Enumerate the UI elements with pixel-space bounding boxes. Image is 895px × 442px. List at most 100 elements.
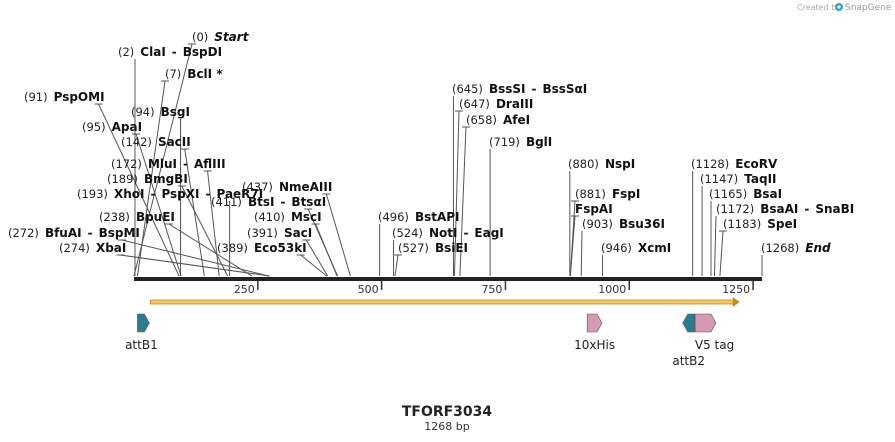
site-position: (193) xyxy=(77,187,108,201)
site-bsgi[interactable]: (94) BsgI xyxy=(131,105,190,119)
enzyme-name: BstAPI xyxy=(415,210,460,224)
site-label-bsssi[interactable]: (645) BssSI - BssSαI xyxy=(452,82,587,96)
site-position: (0) xyxy=(192,30,208,44)
site-label-xcmi[interactable]: (946) XcmI xyxy=(601,241,671,255)
site-label-nmeaiii[interactable]: (437) NmeAIII xyxy=(242,180,332,194)
site-leader-line xyxy=(453,110,460,277)
feature-10xhis[interactable] xyxy=(586,313,603,333)
site-label-xbai[interactable]: (274) XbaI xyxy=(59,241,126,255)
site-bpuei[interactable]: (238) BpuEI xyxy=(99,210,175,224)
site-xhoi[interactable]: (193) XhoI - PspXI - PaeR7I xyxy=(77,187,263,201)
site-apai[interactable]: (95) ApaI xyxy=(82,120,142,134)
enzyme-name: DraIII xyxy=(496,97,533,111)
site-nspi[interactable]: (880) NspI xyxy=(568,157,635,171)
site-label-draiii[interactable]: (647) DraIII xyxy=(459,97,533,111)
site-taqii[interactable]: (1147) TaqII xyxy=(700,172,777,186)
site-start[interactable]: (0) Start xyxy=(192,30,250,44)
site-label-bsgi[interactable]: (94) BsgI xyxy=(131,105,190,119)
feature-attb1[interactable] xyxy=(137,313,150,333)
site-label-eco53ki[interactable]: (389) Eco53kI xyxy=(217,241,307,255)
site-draiii[interactable]: (647) DraIII xyxy=(459,97,533,111)
created-by-text: Created by xyxy=(797,3,841,12)
site-label-bcli[interactable]: (7) BclI * xyxy=(165,67,223,81)
site-eco53ki[interactable]: (389) Eco53kI xyxy=(217,241,307,255)
site-msci[interactable]: (410) MscI xyxy=(254,210,322,224)
site-leader-line xyxy=(569,215,576,277)
site-xcmi[interactable]: (946) XcmI xyxy=(601,241,671,255)
site-bsaai[interactable]: (1172) BsaAI - SnaBI xyxy=(716,202,854,216)
enzyme-name: PaeR7I xyxy=(216,187,263,201)
site-clai[interactable]: (2) ClaI - BspDI xyxy=(118,45,222,59)
site-bfuai[interactable]: (272) BfuAI - BspMI xyxy=(8,226,140,240)
site-saci[interactable]: (391) SacI xyxy=(247,226,312,240)
site-bstapi[interactable]: (496) BstAPI xyxy=(378,210,460,224)
site-ecorv[interactable]: (1128) EcoRV xyxy=(691,157,778,171)
site-label-bsaai[interactable]: (1172) BsaAI - SnaBI xyxy=(716,202,854,216)
site-label-saci[interactable]: (391) SacI xyxy=(247,226,312,240)
site-bcli[interactable]: (7) BclI * xyxy=(165,67,223,81)
site-nmeaiii[interactable]: (437) NmeAIII xyxy=(242,180,332,194)
site-label-sacii[interactable]: (142) SacII xyxy=(121,135,191,149)
site-label-fspi[interactable]: (881) FspI xyxy=(575,187,640,201)
site-position: (389) xyxy=(217,241,248,255)
site-xbai[interactable]: (274) XbaI xyxy=(59,241,126,255)
site-pspomi[interactable]: (91) PspOMI xyxy=(24,90,105,104)
site-fspi[interactable]: (881) FspI xyxy=(575,187,640,201)
site-label-apai[interactable]: (95) ApaI xyxy=(82,120,142,134)
site-label-start[interactable]: (0) Start xyxy=(192,30,250,44)
enzyme-name: BsgI xyxy=(161,105,190,119)
tick-label: 750 xyxy=(481,283,502,296)
site-label-bsu36i[interactable]: (903) Bsu36I xyxy=(582,217,665,231)
site-afei[interactable]: (658) AfeI xyxy=(466,113,530,127)
feature-v5-tag[interactable] xyxy=(694,313,717,333)
site-label-pspomi[interactable]: (91) PspOMI xyxy=(24,90,105,104)
site-label-bpuei[interactable]: (238) BpuEI xyxy=(99,210,175,224)
orf-bar[interactable] xyxy=(149,299,735,305)
site-leader-line xyxy=(307,208,339,277)
site-mlui[interactable]: (172) MluI - AflIII xyxy=(111,157,226,171)
site-sacii[interactable]: (142) SacII xyxy=(121,135,191,149)
site-label-bsiei[interactable]: (527) BsiEI xyxy=(398,241,468,255)
site-label-spei[interactable]: (1183) SpeI xyxy=(723,217,797,231)
enzyme-name: BsiEI xyxy=(435,241,468,255)
site-bgli[interactable]: (719) BglI xyxy=(489,135,552,149)
site-fspai[interactable]: FspAI xyxy=(575,202,613,216)
site-label-nspi[interactable]: (880) NspI xyxy=(568,157,635,171)
site-noti[interactable]: (524) NotI - EagI xyxy=(392,226,504,240)
site-label-bgli[interactable]: (719) BglI xyxy=(489,135,552,149)
site-label-noti[interactable]: (524) NotI - EagI xyxy=(392,226,504,240)
site-leader-line xyxy=(459,126,467,277)
site-bmgbi[interactable]: (189) BmgBI xyxy=(107,172,188,186)
enzyme-name: EagI xyxy=(474,226,503,240)
site-label-taqii[interactable]: (1147) TaqII xyxy=(700,172,777,186)
site-label-bfuai[interactable]: (272) BfuAI - BspMI xyxy=(8,226,140,240)
site-label-msci[interactable]: (410) MscI xyxy=(254,210,322,224)
site-label-clai[interactable]: (2) ClaI - BspDI xyxy=(118,45,222,59)
enzyme-name: BsaI xyxy=(753,187,782,201)
site-leader-line xyxy=(713,215,717,277)
site-label-bstapi[interactable]: (496) BstAPI xyxy=(378,210,460,224)
site-position: (172) xyxy=(111,157,142,171)
site-bsiei[interactable]: (527) BsiEI xyxy=(398,241,468,255)
site-label-fspai[interactable]: FspAI xyxy=(575,202,613,216)
site-label-afei[interactable]: (658) AfeI xyxy=(466,113,530,127)
site-btsi[interactable]: (411) BtsI - BtsαI xyxy=(211,195,326,209)
feature-attb2[interactable] xyxy=(682,313,695,333)
site-leader-line xyxy=(394,254,399,277)
site-label-xhoi[interactable]: (193) XhoI - PspXI - PaeR7I xyxy=(77,187,263,201)
site-bsai[interactable]: (1165) BsaI xyxy=(709,187,782,201)
enzyme-name: BspDI xyxy=(183,45,222,59)
site-label-end[interactable]: (1268) End xyxy=(761,241,831,255)
enzyme-name: XcmI xyxy=(638,241,671,255)
site-label-bmgbi[interactable]: (189) BmgBI xyxy=(107,172,188,186)
site-bsssi[interactable]: (645) BssSI - BssSαI xyxy=(452,82,587,96)
site-position: (658) xyxy=(466,113,497,127)
site-label-mlui[interactable]: (172) MluI - AflIII xyxy=(111,157,226,171)
site-bsu36i[interactable]: (903) Bsu36I xyxy=(582,217,665,231)
site-end[interactable]: (1268) End xyxy=(761,241,831,255)
site-label-btsi[interactable]: (411) BtsI - BtsαI xyxy=(211,195,326,209)
site-label-bsai[interactable]: (1165) BsaI xyxy=(709,187,782,201)
site-label-ecorv[interactable]: (1128) EcoRV xyxy=(691,157,778,171)
site-position: (238) xyxy=(99,210,130,224)
site-spei[interactable]: (1183) SpeI xyxy=(723,217,797,231)
